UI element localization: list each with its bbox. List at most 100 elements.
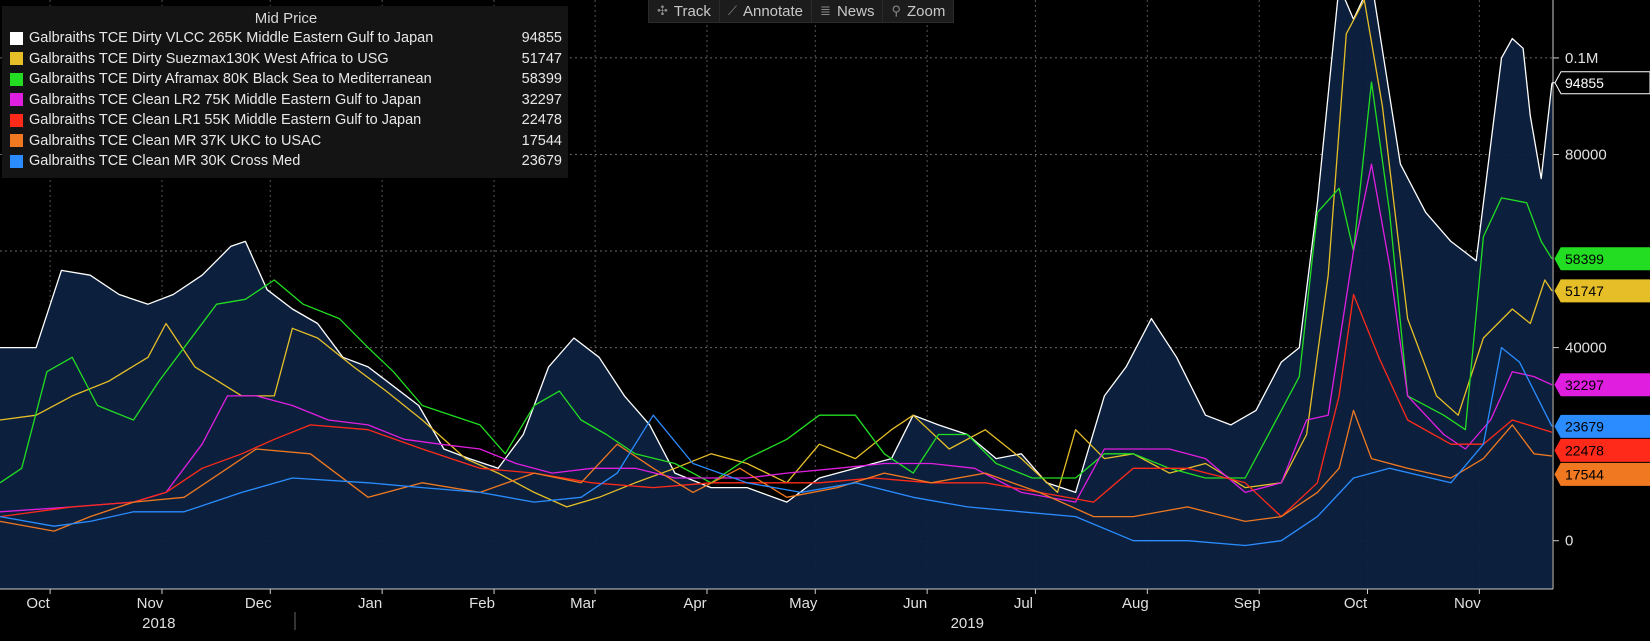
legend-swatch — [10, 31, 23, 45]
annotate-label: Annotate — [742, 2, 804, 20]
legend-series-name: Galbraiths TCE Dirty VLCC 265K Middle Ea… — [29, 30, 434, 47]
legend-series-value: 94855 — [521, 30, 562, 47]
legend-item[interactable]: Galbraiths TCE Dirty VLCC 265K Middle Ea… — [10, 28, 562, 49]
legend-series-value: 22478 — [521, 112, 562, 129]
series-area-1 — [0, 0, 1552, 589]
pencil-icon: ⟋ — [727, 3, 737, 18]
last-value-text: 32297 — [1565, 377, 1604, 393]
last-value-tag-bg — [1554, 71, 1650, 95]
x-tick-label: Aug — [1122, 595, 1149, 612]
y-tick-label: 0.1M — [1565, 50, 1598, 67]
legend-series-name: Galbraiths TCE Dirty Aframax 80K Black S… — [29, 71, 432, 88]
legend-series-value: 51747 — [521, 50, 562, 67]
series-line-7 — [0, 346, 1553, 547]
y-tick-label: 80000 — [1565, 146, 1607, 163]
last-value-tag: 94855 — [1552, 71, 1650, 95]
last-value-tag: 17544 — [1554, 462, 1650, 486]
last-value-tag-bg — [1554, 373, 1650, 397]
last-value-tag-bg — [1554, 438, 1650, 462]
news-button[interactable]: ≣ News — [812, 0, 884, 22]
x-tick-label: Oct — [1344, 595, 1368, 612]
legend-series-value: 58399 — [521, 71, 562, 88]
series-line-2 — [0, 0, 1553, 508]
legend-item[interactable]: Galbraiths TCE Clean LR1 55K Middle East… — [10, 110, 562, 131]
zoom-button[interactable]: ⚲ Zoom — [883, 0, 953, 22]
last-value-text: 22478 — [1565, 442, 1604, 458]
series-line-6 — [0, 409, 1553, 532]
legend-series-name: Galbraiths TCE Clean LR1 55K Middle East… — [29, 112, 422, 129]
news-label: News — [836, 2, 875, 20]
legend-rows: Galbraiths TCE Dirty VLCC 265K Middle Ea… — [10, 28, 562, 172]
last-value-labels: 94855 58399 51747 32297 23679 22478 17544 — [1552, 71, 1650, 486]
crosshair-icon: ✣ — [657, 3, 668, 18]
legend-item[interactable]: Galbraiths TCE Dirty Aframax 80K Black S… — [10, 69, 562, 90]
series-line-4 — [0, 163, 1553, 513]
legend-item[interactable]: Galbraiths TCE Dirty Suezmax130K West Af… — [10, 49, 562, 70]
last-value-tag: 22478 — [1554, 438, 1650, 462]
x-tick-label: May — [789, 595, 818, 612]
series-line-1 — [0, 0, 1553, 503]
annotate-button[interactable]: ⟋ Annotate — [720, 0, 813, 22]
y-tick-label: 40000 — [1565, 340, 1607, 357]
x-tick-label: Oct — [26, 595, 50, 612]
legend-item[interactable]: Galbraiths TCE Clean MR 30K Cross Med 236… — [10, 151, 562, 172]
x-tick-label: Jan — [358, 595, 382, 612]
legend-series-name: Galbraiths TCE Dirty Suezmax130K West Af… — [29, 50, 389, 67]
x-tick-label: Mar — [570, 595, 596, 612]
x-year-label: 2019 — [951, 615, 984, 632]
last-value-text: 94855 — [1565, 75, 1604, 91]
magnifier-icon: ⚲ — [891, 3, 901, 18]
legend-swatch — [10, 93, 23, 107]
last-value-text: 58399 — [1565, 251, 1604, 267]
legend-series-value: 17544 — [521, 132, 562, 149]
legend-series-value: 32297 — [521, 91, 562, 108]
last-value-text: 23679 — [1565, 418, 1604, 434]
last-value-tag-bg — [1554, 279, 1650, 303]
y-axis-ticks: 0 40000 80000 0.1M — [1553, 50, 1607, 550]
track-label: Track — [673, 2, 711, 20]
legend-swatch — [10, 134, 23, 148]
track-button[interactable]: ✣ Track — [649, 0, 720, 22]
last-value-tag-bg — [1554, 414, 1650, 438]
x-axis-ticks: Oct Nov Dec Jan Feb Mar Apr May Jun Jul Aug Sep Oct N… — [26, 589, 1481, 632]
last-value-text: 51747 — [1565, 283, 1604, 299]
legend-series-value: 23679 — [521, 153, 562, 170]
last-value-tag-bg — [1554, 462, 1650, 486]
series-line-5 — [0, 293, 1553, 518]
news-icon: ≣ — [820, 3, 831, 18]
legend-swatch — [10, 154, 23, 168]
last-value-tag-bg — [1554, 247, 1650, 271]
legend-series-name: Galbraiths TCE Clean MR 30K Cross Med — [29, 153, 301, 170]
legend-series-name: Galbraiths TCE Clean MR 37K UKC to USAC — [29, 132, 322, 149]
last-value-tag: 58399 — [1554, 247, 1650, 271]
zoom-label: Zoom — [906, 2, 946, 20]
legend-swatch — [10, 113, 23, 127]
x-tick-label: Sep — [1234, 595, 1261, 612]
legend-item[interactable]: Galbraiths TCE Clean LR2 75K Middle East… — [10, 90, 562, 111]
chart-area-fills — [0, 0, 1552, 589]
x-tick-label: Dec — [245, 595, 272, 612]
x-tick-label: Jun — [903, 595, 927, 612]
legend-item[interactable]: Galbraiths TCE Clean MR 37K UKC to USAC 1… — [10, 131, 562, 152]
chart-toolbar: ✣ Track ⟋ Annotate ≣ News ⚲ Zoom — [648, 0, 955, 23]
x-tick-label: Nov — [137, 595, 164, 612]
chart-series-lines — [0, 0, 1553, 547]
last-value-tag: 51747 — [1554, 279, 1650, 303]
legend-swatch — [10, 52, 23, 66]
legend-title: Mid Price — [254, 10, 318, 27]
chart-legend: Mid Price Galbraiths TCE Dirty VLCC 265K… — [2, 6, 568, 178]
y-tick-label: 0 — [1565, 533, 1573, 550]
legend-swatch — [10, 72, 23, 86]
x-tick-label: Feb — [469, 595, 495, 612]
legend-series-name: Galbraiths TCE Clean LR2 75K Middle East… — [29, 91, 422, 108]
chart-axes — [0, 0, 1554, 630]
x-tick-label: Nov — [1454, 595, 1481, 612]
last-value-tag: 32297 — [1554, 373, 1650, 397]
x-year-label: 2018 — [142, 615, 175, 632]
last-value-tag: 23679 — [1554, 414, 1650, 438]
x-tick-label: Jul — [1014, 595, 1033, 612]
series-line-3 — [0, 81, 1553, 484]
last-value-text: 17544 — [1565, 466, 1604, 482]
x-tick-label: Apr — [683, 595, 706, 612]
